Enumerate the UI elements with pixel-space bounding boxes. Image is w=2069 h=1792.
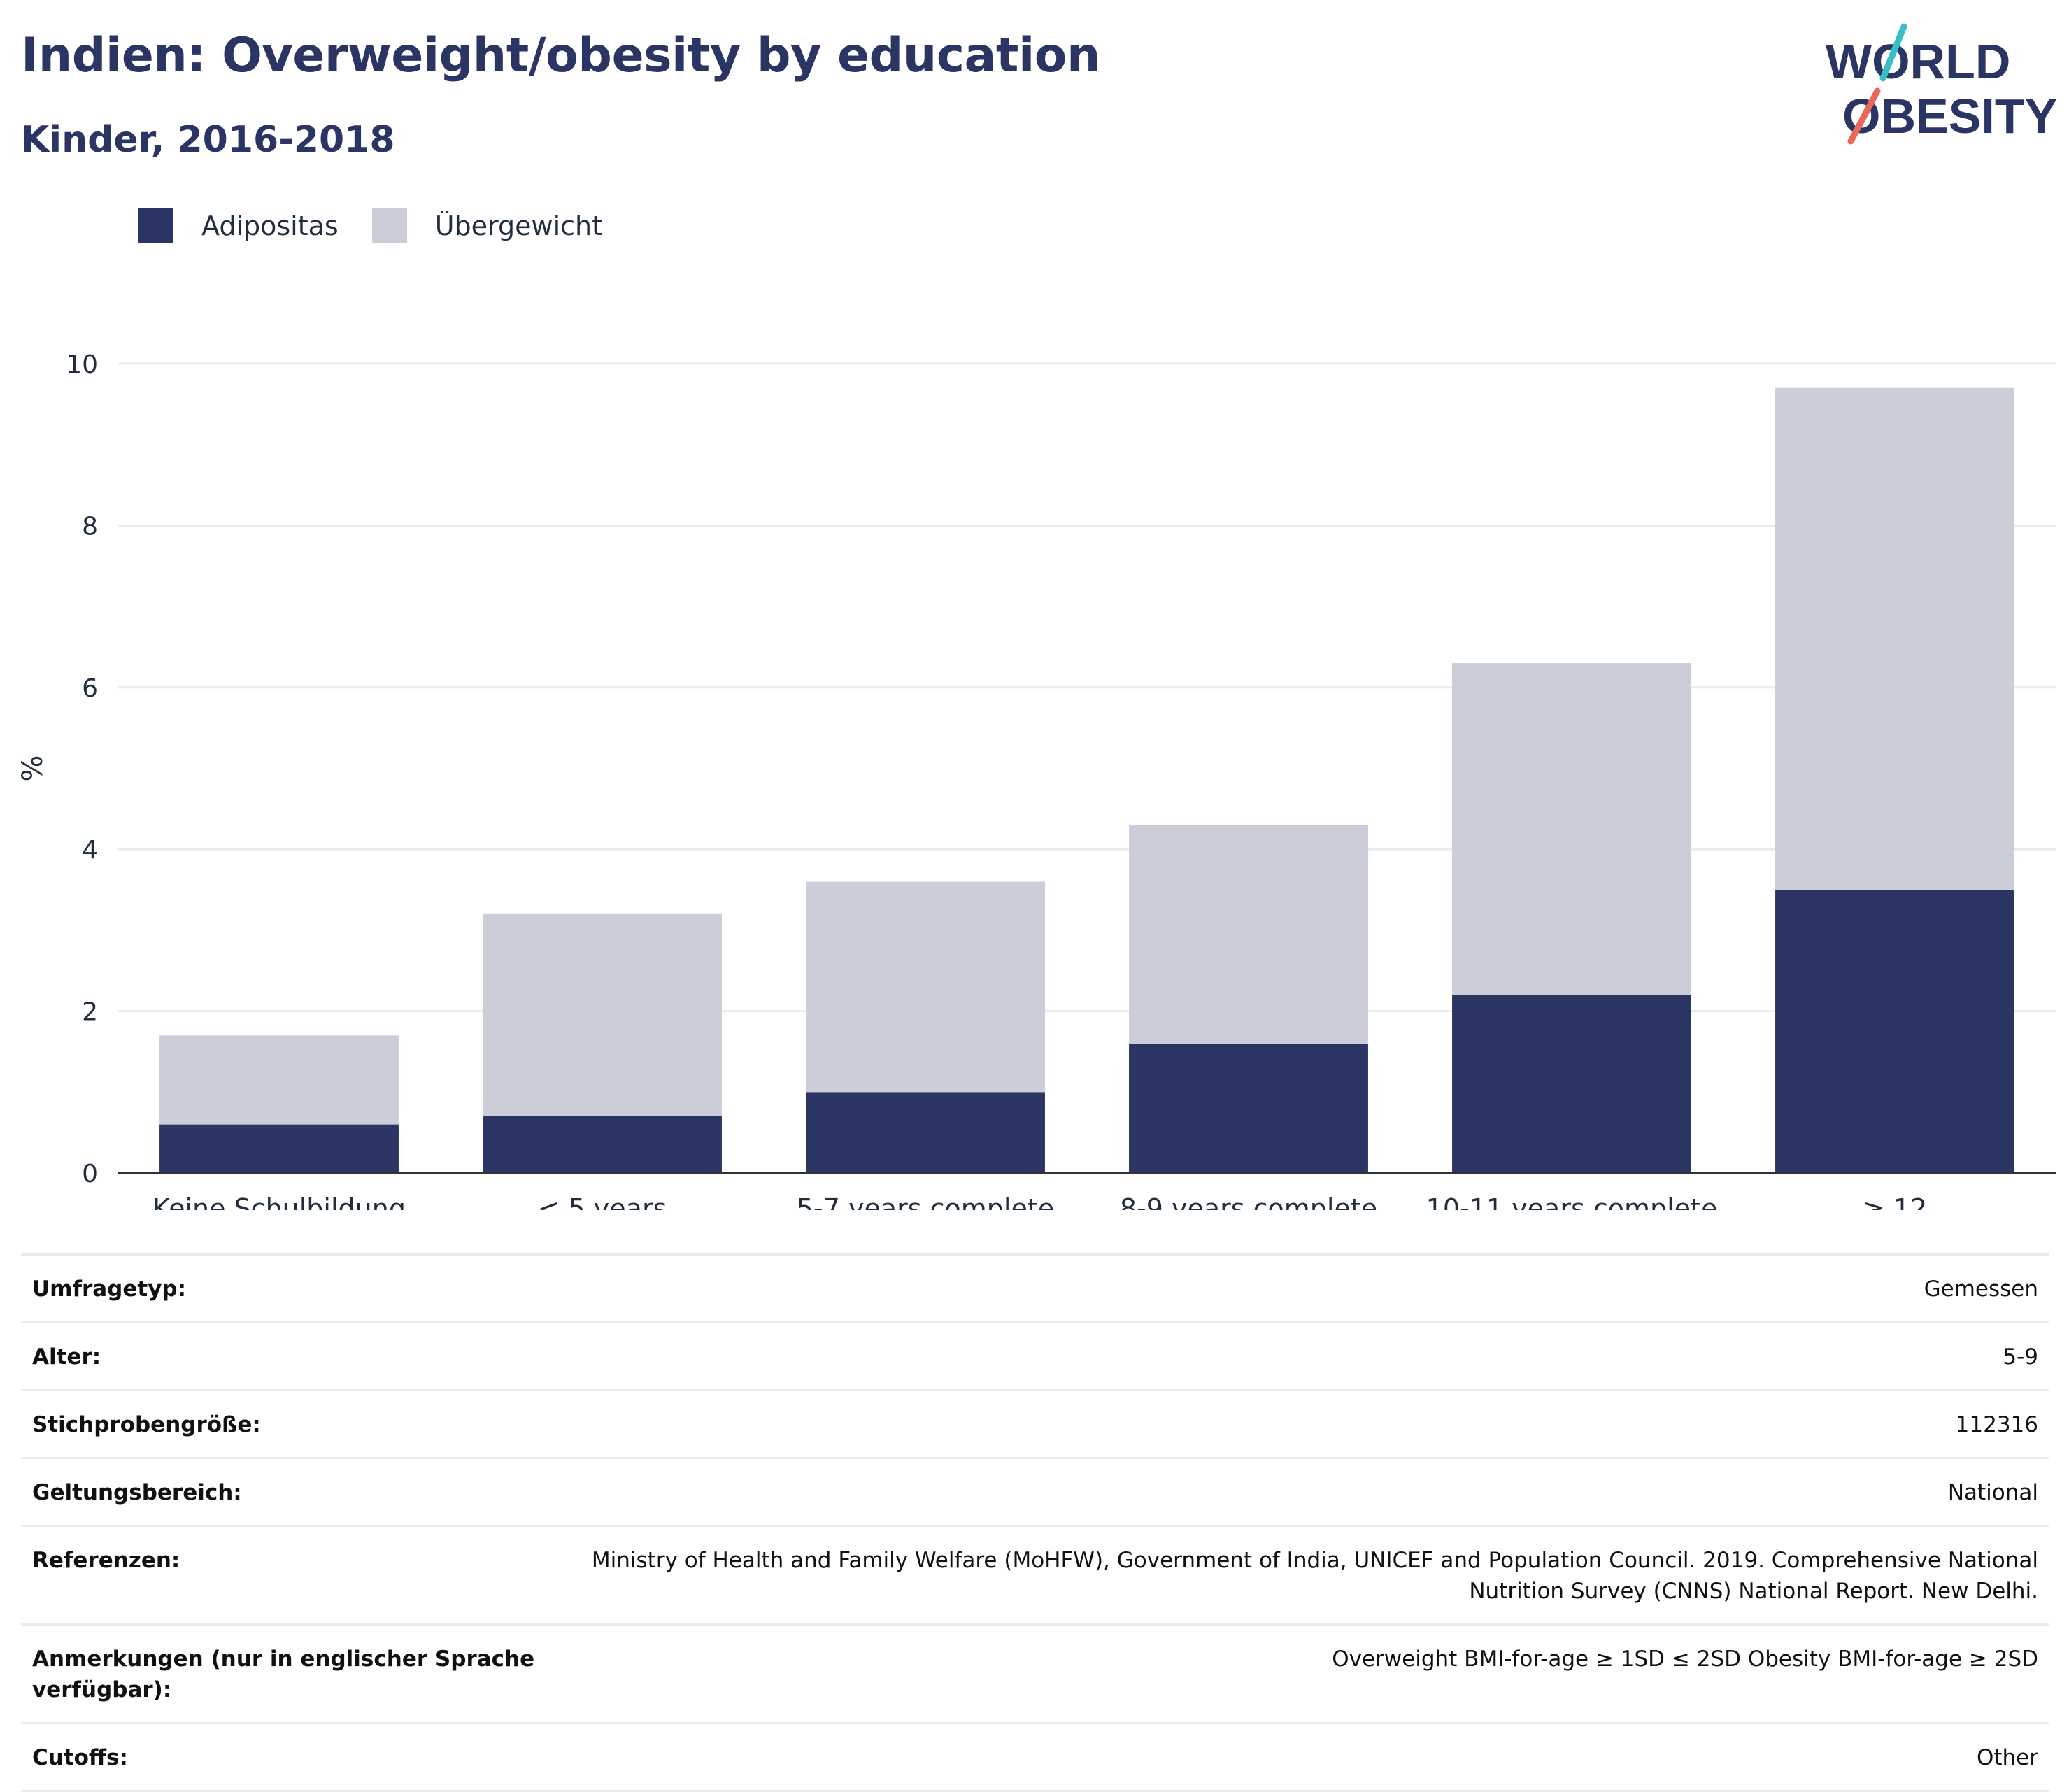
bar-adipositas[interactable] bbox=[1775, 890, 2014, 1173]
metadata-row: Referenzen: Ministry of Health and Family… bbox=[21, 1525, 2049, 1623]
metadata-label: Stichprobengröße: bbox=[32, 1412, 261, 1437]
logo-slash-bottom bbox=[1847, 87, 1881, 145]
bar-adipositas[interactable] bbox=[483, 1116, 722, 1173]
bar-uebergewicht[interactable] bbox=[1452, 663, 1691, 995]
metadata-value: 112316 bbox=[1955, 1412, 2038, 1437]
survey-metadata-table: Umfragetyp: Gemessen Alter: 5-9 Stichprobeng… bbox=[21, 1253, 2049, 1792]
legend-swatch-adipositas bbox=[138, 208, 173, 243]
bar-adipositas[interactable] bbox=[806, 1092, 1045, 1173]
metadata-row: Umfragetyp: Gemessen bbox=[21, 1253, 2049, 1321]
bar-uebergewicht[interactable] bbox=[1129, 825, 1368, 1044]
logo-line2: OBESITY bbox=[1842, 89, 2056, 143]
logo-line1: WORLD bbox=[1826, 34, 2010, 89]
chart-title: Indien: Overweight/obesity by education bbox=[21, 28, 1100, 83]
metadata-value: National bbox=[1947, 1480, 2038, 1505]
x-tick-label: ≥ 12 bbox=[1863, 1193, 1927, 1210]
chart-legend: Adipositas Übergewicht bbox=[138, 206, 636, 246]
world-obesity-logo: WORLD OBESITY bbox=[1826, 23, 2056, 145]
bar-uebergewicht[interactable] bbox=[483, 913, 722, 1117]
x-tick-label: Keine Schulbildung bbox=[152, 1193, 406, 1210]
legend-swatch-uebergewicht bbox=[371, 208, 407, 243]
x-tick-label: 5-7 years complete bbox=[797, 1193, 1054, 1210]
metadata-row: Alter: 5-9 bbox=[21, 1321, 2049, 1389]
y-tick-label: 2 bbox=[82, 998, 98, 1027]
bar-uebergewicht[interactable] bbox=[159, 1035, 399, 1125]
metadata-label: Cutoffs: bbox=[32, 1745, 128, 1770]
metadata-value: 5-9 bbox=[2003, 1344, 2038, 1370]
bar-adipositas[interactable] bbox=[159, 1124, 399, 1173]
y-tick-label: 8 bbox=[82, 512, 98, 541]
metadata-row: Stichprobengröße: 112316 bbox=[21, 1389, 2049, 1457]
bar-adipositas[interactable] bbox=[1452, 995, 1691, 1173]
logo-slash-top bbox=[1879, 23, 1907, 82]
x-tick-label: 10-11 years complete bbox=[1426, 1193, 1718, 1210]
metadata-row: Geltungsbereich: National bbox=[21, 1457, 2049, 1525]
metadata-label: Geltungsbereich: bbox=[32, 1480, 242, 1505]
y-tick-label: 4 bbox=[82, 836, 98, 865]
metadata-label: Referenzen: bbox=[32, 1548, 180, 1573]
metadata-label: Anmerkungen (nur in englischer Sprache v… bbox=[32, 1647, 535, 1702]
chart-subtitle: Kinder, 2016-2018 bbox=[21, 119, 395, 161]
stacked-bar-chart: 0 2 4 6 8 10% Keine Schulbildung < 5 years 5-7 y… bbox=[17, 350, 2056, 1210]
metadata-value: Overweight BMI-for-age ≥ 1SD ≤ 2SD Obesi… bbox=[1332, 1647, 2038, 1672]
legend-label-adipositas: Adipositas bbox=[201, 211, 339, 241]
metadata-row: Cutoffs: Other bbox=[21, 1722, 2049, 1792]
bar-uebergewicht[interactable] bbox=[1775, 387, 2014, 890]
y-tick-label: 6 bbox=[82, 674, 98, 703]
metadata-value: Gemessen bbox=[1924, 1277, 2038, 1302]
metadata-row: Anmerkungen (nur in englischer Sprache v… bbox=[21, 1623, 2049, 1722]
legend-label-uebergewicht: Übergewicht bbox=[434, 211, 602, 241]
bar-uebergewicht[interactable] bbox=[806, 881, 1045, 1093]
metadata-value: Other bbox=[1976, 1745, 2038, 1770]
bar-adipositas[interactable] bbox=[1129, 1043, 1368, 1173]
y-axis-label: % bbox=[17, 755, 49, 781]
metadata-label: Alter: bbox=[32, 1344, 101, 1370]
legend-item-adipositas[interactable]: Adipositas bbox=[138, 208, 339, 243]
x-tick-label: 8-9 years complete bbox=[1120, 1193, 1377, 1210]
y-tick-label: 0 bbox=[82, 1160, 98, 1188]
y-tick-label: 10 bbox=[66, 350, 98, 379]
x-tick-label: < 5 years bbox=[538, 1193, 667, 1210]
legend-item-uebergewicht[interactable]: Übergewicht bbox=[371, 208, 602, 243]
metadata-value: Ministry of Health and Family Welfare (M… bbox=[591, 1548, 2038, 1604]
metadata-label: Umfragetyp: bbox=[32, 1277, 186, 1302]
